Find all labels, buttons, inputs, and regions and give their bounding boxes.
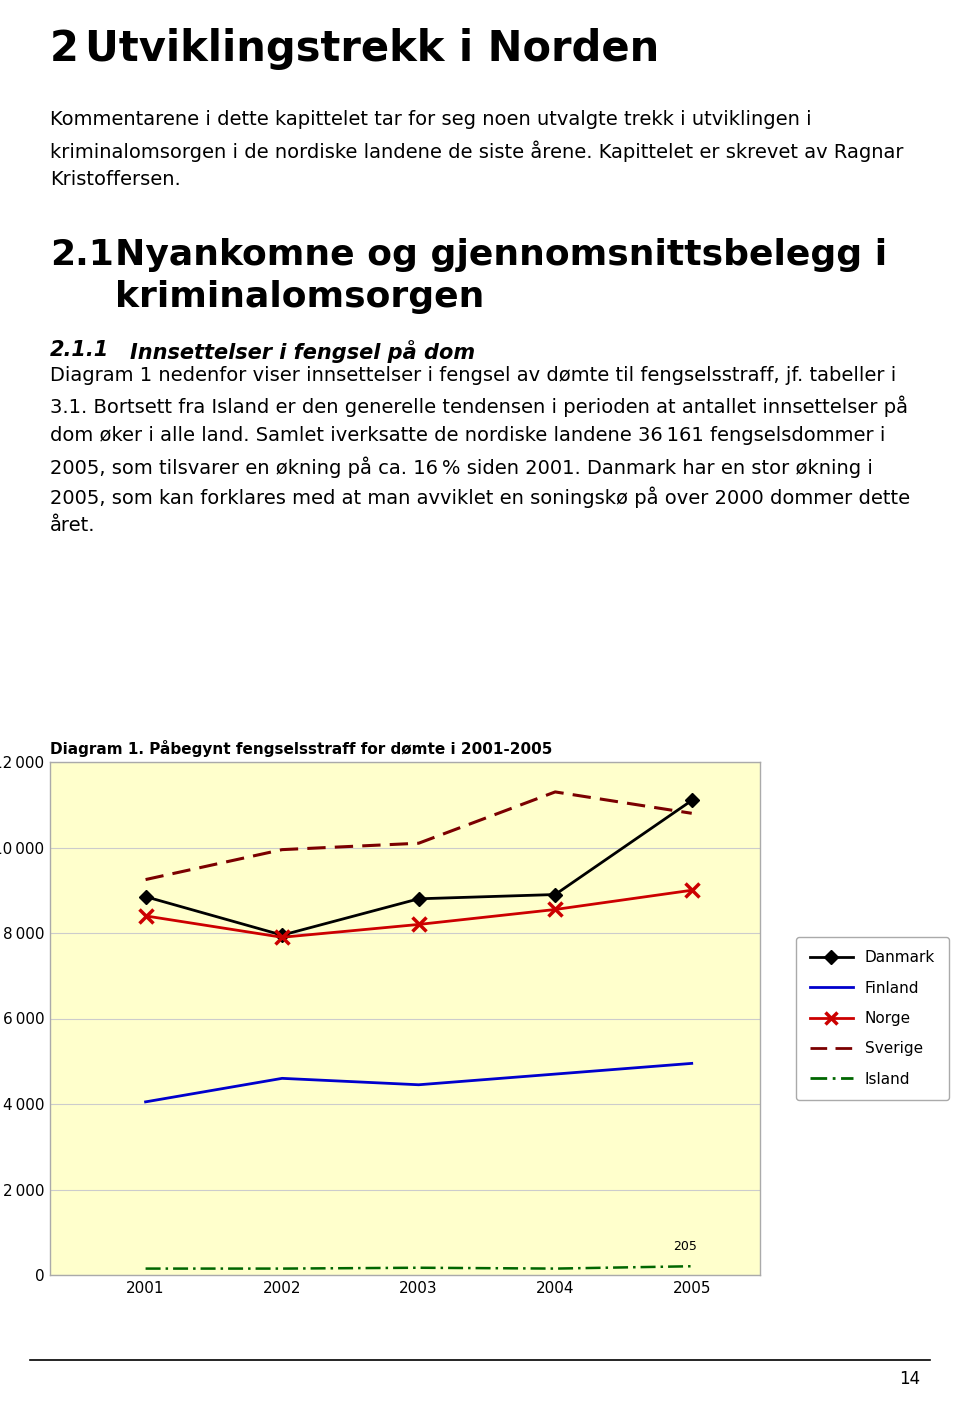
- Text: Innsettelser i fengsel på dom: Innsettelser i fengsel på dom: [130, 340, 475, 363]
- Text: Kommentarene i dette kapittelet tar for seg noen utvalgte trekk i utviklingen i: Kommentarene i dette kapittelet tar for …: [50, 109, 811, 129]
- Text: 3.1. Bortsett fra Island er den generelle tendensen i perioden at antallet innse: 3.1. Bortsett fra Island er den generell…: [50, 396, 908, 418]
- Text: 2: 2: [50, 28, 79, 70]
- Text: 2005, som kan forklares med at man avviklet en soningskø på over 2000 dommer det: 2005, som kan forklares med at man avvik…: [50, 485, 910, 508]
- Text: Diagram 1 nedenfor viser innsettelser i fengsel av dømte til fengselsstraff, jf.: Diagram 1 nedenfor viser innsettelser i …: [50, 366, 897, 384]
- Legend: Danmark, Finland, Norge, Sverige, Island: Danmark, Finland, Norge, Sverige, Island: [796, 937, 948, 1100]
- Text: Nyankomne og gjennomsnittsbelegg i: Nyankomne og gjennomsnittsbelegg i: [115, 239, 887, 272]
- Text: kriminalomsorgen: kriminalomsorgen: [115, 281, 485, 314]
- Text: kriminalomsorgen i de nordiske landene de siste årene. Kapittelet er skrevet av : kriminalomsorgen i de nordiske landene d…: [50, 140, 903, 161]
- Text: 2.1.1: 2.1.1: [50, 340, 109, 361]
- Text: dom øker i alle land. Samlet iverksatte de nordiske landene 36 161 fengselsdomme: dom øker i alle land. Samlet iverksatte …: [50, 427, 885, 445]
- Text: 205: 205: [673, 1240, 697, 1253]
- Text: 2005, som tilsvarer en økning på ca. 16 % siden 2001. Danmark har en stor økning: 2005, som tilsvarer en økning på ca. 16 …: [50, 456, 873, 477]
- Text: Diagram 1. Påbegynt fengselsstraff for dømte i 2001-2005: Diagram 1. Påbegynt fengselsstraff for d…: [50, 739, 552, 756]
- Text: 14: 14: [899, 1369, 920, 1388]
- Text: Kristoffersen.: Kristoffersen.: [50, 170, 180, 189]
- Text: Utviklingstrekk i Norden: Utviklingstrekk i Norden: [85, 28, 660, 70]
- Text: året.: året.: [50, 516, 95, 535]
- Text: 2.1: 2.1: [50, 239, 114, 272]
